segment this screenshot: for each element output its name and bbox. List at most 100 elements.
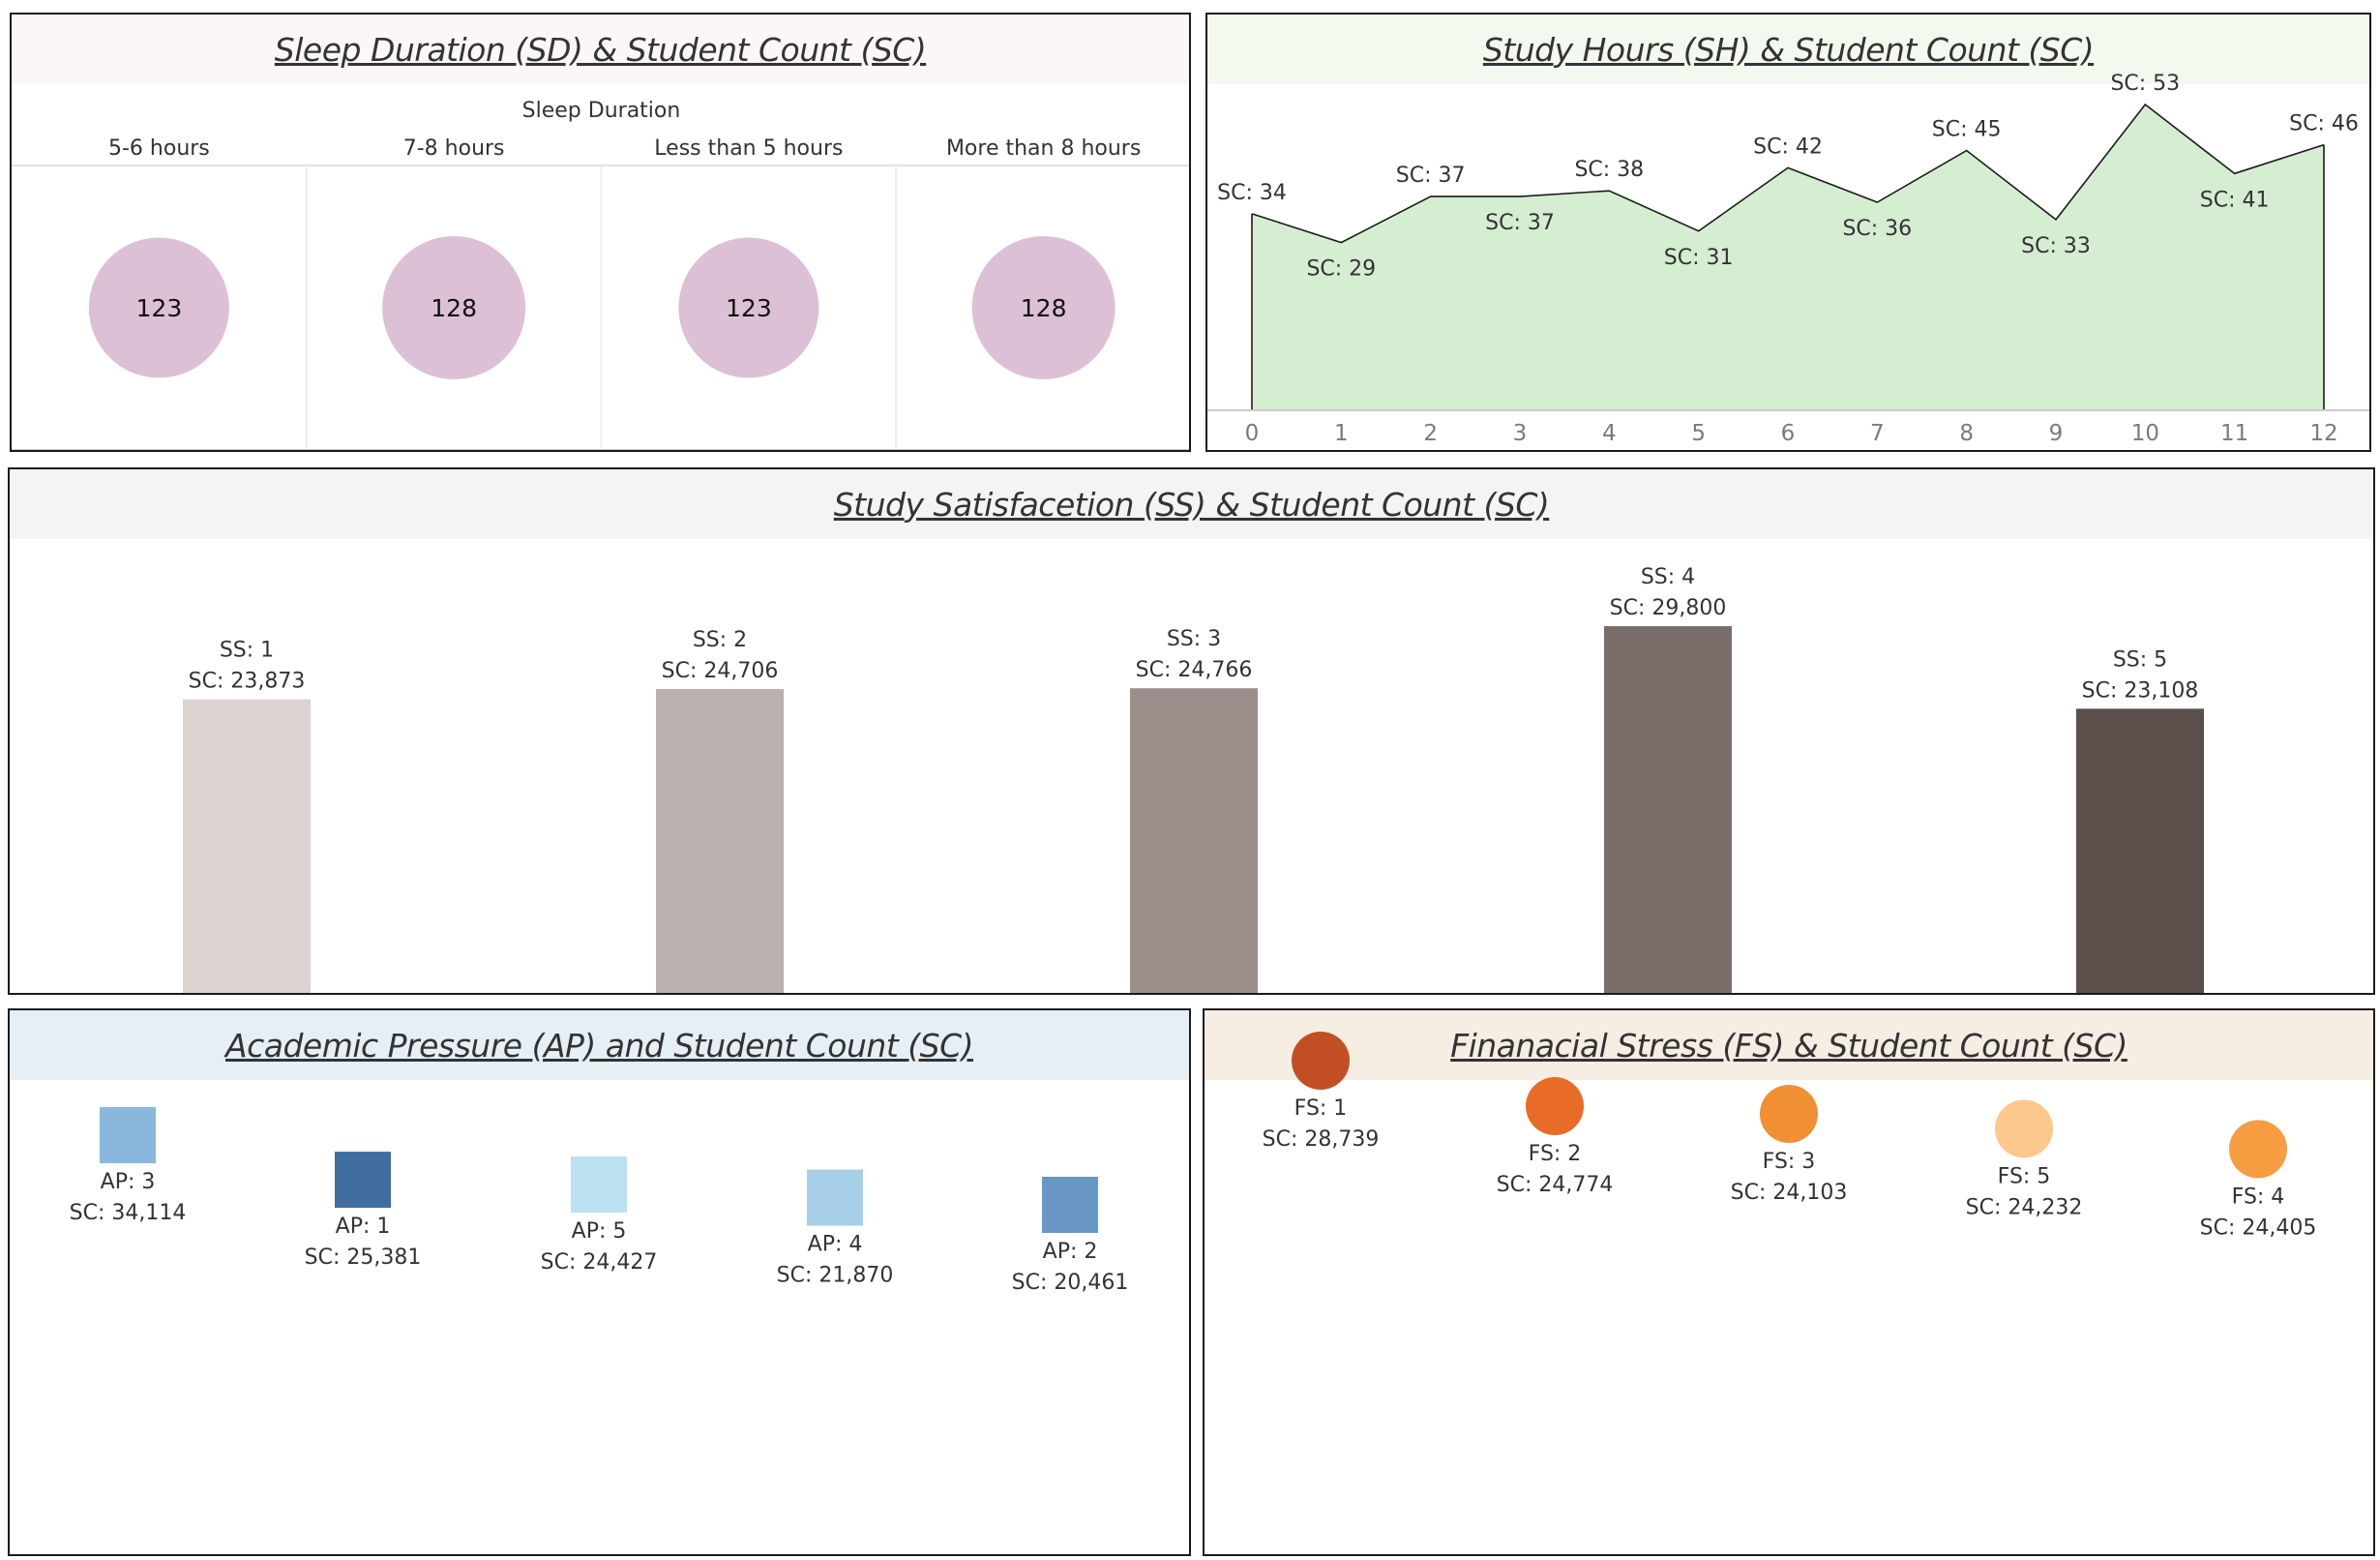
study-satisfaction-bar: [656, 688, 784, 993]
study-hours-point-label: SC: 42: [1753, 135, 1823, 159]
study-hours-point-label: SC: 46: [2289, 112, 2359, 136]
financial-stress-marker: [1760, 1085, 1818, 1143]
study-hours-panel: Study Hours (SH) & Student Count (SC) SC…: [1205, 13, 2371, 452]
study-hours-point-label: SC: 33: [2021, 234, 2091, 258]
sleep-count-circle: [678, 237, 819, 378]
study-hours-x-tick: 10: [2131, 421, 2159, 446]
financial-stress-label-sc: SC: 24,232: [1966, 1195, 2083, 1219]
financial-stress-label-sc: SC: 28,739: [1263, 1127, 1380, 1152]
financial-stress-marker: [1292, 1032, 1350, 1090]
sleep-category-label: 5-6 hours: [108, 136, 210, 161]
academic-pressure-label-ap: AP: 5: [572, 1219, 627, 1244]
study-satisfaction-bar-label-sc: SC: 23,108: [2082, 678, 2199, 703]
academic-pressure-label-sc: SC: 24,427: [541, 1250, 658, 1275]
financial-stress-label-fs: FS: 5: [1998, 1164, 2051, 1188]
sleep-count-label: 128: [431, 294, 477, 322]
study-hours-point-label: SC: 41: [2200, 188, 2270, 212]
study-hours-x-tick: 11: [2220, 421, 2248, 446]
study-hours-point-label: SC: 34: [1217, 181, 1287, 205]
study-satisfaction-chart: SS: 1 SC: 23,873 SS: 2 SC: 24,706 SS: 3 SC: 2…: [183, 565, 2204, 993]
study-hours-point-label: SC: 53: [2110, 72, 2180, 96]
study-satisfaction-bar-label-ss: SS: 4: [1641, 565, 1695, 589]
financial-stress-title: Finanacial Stress (FS) & Student Count (…: [1205, 1010, 2373, 1080]
sleep-category-label: 7-8 hours: [403, 136, 505, 161]
sleep-count-circle: [88, 237, 229, 378]
study-satisfaction-title: Study Satisfacetion (SS) & Student Count…: [10, 469, 2373, 539]
study-hours-x-tick: 4: [1602, 421, 1617, 446]
academic-pressure-label-ap: AP: 2: [1043, 1240, 1098, 1264]
academic-pressure-label-sc: SC: 25,381: [305, 1245, 422, 1270]
study-hours-chart: SC: 34 0 SC: 29 1 SC: 37 2 SC: 37 3 SC: 38 4 SC: 3…: [1207, 72, 2369, 446]
study-satisfaction-bar-label-sc: SC: 24,766: [1136, 658, 1253, 682]
study-hours-point-label: SC: 37: [1396, 164, 1466, 188]
study-hours-x-tick: 9: [2049, 421, 2064, 446]
academic-pressure-title: Academic Pressure (AP) and Student Count…: [10, 1010, 1189, 1080]
sleep-duration-panel: Sleep Duration (SD) & Student Count (SC)…: [10, 13, 1191, 452]
study-hours-point-label: SC: 45: [1932, 118, 2002, 142]
academic-pressure-marker: [571, 1156, 627, 1214]
academic-pressure-label-ap: AP: 1: [336, 1215, 391, 1239]
sleep-category-label: Less than 5 hours: [654, 136, 843, 161]
sleep-count-label: 123: [136, 294, 183, 322]
study-hours-point-label: SC: 29: [1306, 257, 1376, 282]
study-hours-line: [1251, 103, 2325, 244]
sleep-duration-title: Sleep Duration (SD) & Student Count (SC): [12, 15, 1189, 84]
financial-stress-label-fs: FS: 1: [1294, 1096, 1348, 1121]
sleep-count-label: 123: [726, 294, 772, 322]
study-satisfaction-bar-label-ss: SS: 3: [1167, 627, 1221, 651]
study-hours-area: [1252, 105, 2324, 409]
academic-pressure-marker: [100, 1107, 156, 1163]
study-satisfaction-bar: [2076, 708, 2204, 993]
study-satisfaction-bar-label-ss: SS: 5: [2113, 647, 2167, 672]
study-hours-x-tick: 2: [1423, 421, 1438, 446]
study-satisfaction-bar-label-sc: SC: 23,873: [189, 670, 306, 694]
study-hours-x-tick: 3: [1513, 421, 1528, 446]
academic-pressure-label-ap: AP: 3: [101, 1170, 156, 1194]
academic-pressure-marker: [1042, 1177, 1098, 1233]
study-hours-title: Study Hours (SH) & Student Count (SC): [1207, 15, 2369, 84]
financial-stress-marker: [2229, 1120, 2287, 1179]
financial-stress-marker: [1526, 1077, 1584, 1136]
study-hours-x-tick: 12: [2309, 421, 2337, 446]
study-satisfaction-bar: [1130, 688, 1258, 993]
sleep-column-header: Sleep Duration: [522, 99, 681, 123]
sleep-category-label: More than 8 hours: [946, 136, 1141, 161]
academic-pressure-marker: [807, 1169, 863, 1226]
study-hours-x-tick: 0: [1245, 421, 1260, 446]
academic-pressure-marker: [335, 1152, 391, 1209]
study-hours-point-label: SC: 37: [1485, 211, 1555, 235]
financial-stress-marker: [1995, 1099, 2053, 1158]
study-hours-point-label: SC: 38: [1574, 158, 1644, 182]
sleep-count-circle: [382, 236, 526, 379]
academic-pressure-label-sc: SC: 34,114: [70, 1201, 187, 1225]
academic-pressure-label-ap: AP: 4: [808, 1233, 863, 1257]
study-hours-x-tick: 6: [1781, 421, 1796, 446]
financial-stress-label-sc: SC: 24,405: [2200, 1215, 2317, 1240]
study-hours-x-tick: 8: [1959, 421, 1974, 446]
financial-stress-panel: Finanacial Stress (FS) & Student Count (…: [1203, 1008, 2375, 1556]
study-satisfaction-bar-label-sc: SC: 24,706: [662, 659, 779, 683]
financial-stress-label-fs: FS: 2: [1529, 1142, 1582, 1166]
study-hours-point-label: SC: 36: [1842, 217, 1912, 241]
financial-stress-label-fs: FS: 3: [1763, 1150, 1816, 1174]
sleep-count-circle: [971, 236, 1116, 379]
academic-pressure-label-sc: SC: 20,461: [1012, 1271, 1129, 1295]
study-hours-x-tick: 5: [1691, 421, 1706, 446]
study-satisfaction-bar-label-ss: SS: 1: [220, 639, 274, 663]
sleep-count-label: 128: [1021, 294, 1067, 322]
financial-stress-label-sc: SC: 24,774: [1497, 1173, 1614, 1197]
academic-pressure-panel: Academic Pressure (AP) and Student Count…: [8, 1008, 1191, 1556]
study-satisfaction-panel: Study Satisfacetion (SS) & Student Count…: [8, 467, 2375, 995]
financial-stress-label-fs: FS: 4: [2232, 1185, 2285, 1209]
financial-stress-label-sc: SC: 24,103: [1731, 1181, 1848, 1205]
academic-pressure-label-sc: SC: 21,870: [777, 1264, 894, 1288]
study-hours-x-tick: 1: [1334, 421, 1349, 446]
study-satisfaction-bar: [183, 699, 311, 993]
study-satisfaction-bar: [1604, 626, 1732, 993]
financial-stress-chart: FS: 1 SC: 28,739 FS: 2 SC: 24,774 FS: 3 SC: 2…: [1263, 1032, 2317, 1240]
study-hours-point-label: SC: 31: [1664, 246, 1734, 270]
study-satisfaction-bar-label-sc: SC: 29,800: [1610, 596, 1727, 620]
sleep-duration-chart: Sleep Duration 5-6 hours 123 7-8 hours 128 Le…: [12, 99, 1189, 450]
academic-pressure-chart: AP: 3 SC: 34,114 AP: 1 SC: 25,381 AP: 5 SC: 2…: [70, 1107, 1129, 1295]
study-satisfaction-bar-label-ss: SS: 2: [693, 628, 747, 652]
